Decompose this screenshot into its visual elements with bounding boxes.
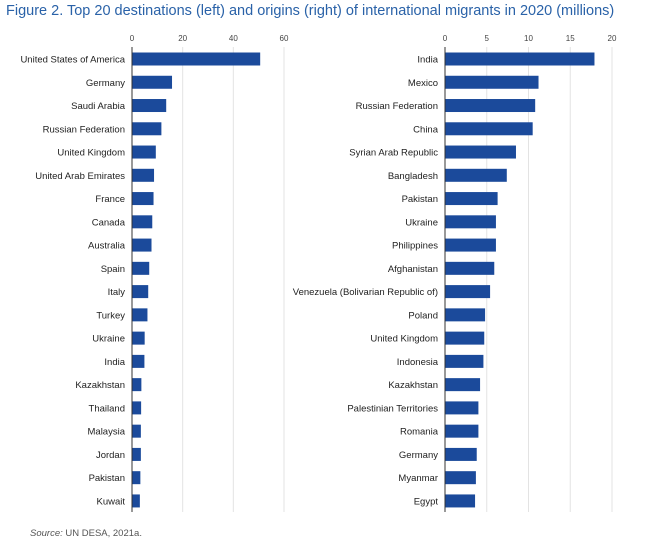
origins-bar <box>445 471 476 485</box>
origins-bar <box>445 424 479 438</box>
destinations-tick-label: 0 <box>130 34 135 43</box>
origins-bar <box>445 261 495 275</box>
origins-bar <box>445 99 536 113</box>
origins-category-label: Kazakhstan <box>388 380 438 391</box>
origins-bar <box>445 401 479 415</box>
origins-category-label: Bangladesh <box>388 171 438 182</box>
destinations-category-label: Malaysia <box>88 427 126 438</box>
origins-bar <box>445 354 484 368</box>
origins-bar <box>445 168 507 182</box>
origins-tick-label: 5 <box>485 34 490 43</box>
origins-bar <box>445 238 496 252</box>
origins-category-label: Indonesia <box>397 357 439 368</box>
destinations-category-label: Pakistan <box>89 473 125 484</box>
origins-bar <box>445 75 539 89</box>
destinations-bar <box>132 308 148 322</box>
origins-tick-label: 10 <box>524 34 533 43</box>
destinations-bar <box>132 424 141 438</box>
destinations-category-label: Spain <box>101 264 125 275</box>
destinations-tick-label: 60 <box>280 34 289 43</box>
destinations-bar <box>132 471 141 485</box>
origins-bar <box>445 145 516 159</box>
destinations-tick-label: 20 <box>178 34 187 43</box>
destinations-category-label: Ukraine <box>92 334 125 345</box>
destinations-bar <box>132 52 261 66</box>
origins-category-label: China <box>413 124 439 135</box>
destinations-bar <box>132 99 167 113</box>
destinations-category-label: Jordan <box>96 450 125 461</box>
destinations-bar <box>132 75 173 89</box>
destinations-category-label: United Arab Emirates <box>35 171 125 182</box>
origins-category-label: Pakistan <box>402 194 438 205</box>
destinations-bar <box>132 215 153 229</box>
origins-category-label: Germany <box>399 450 438 461</box>
origins-bar <box>445 494 476 508</box>
origins-tick-label: 15 <box>566 34 575 43</box>
origins-category-label: Romania <box>400 427 439 438</box>
origins-category-label: Egypt <box>414 496 439 507</box>
source-note: Source: UN DESA, 2021a. <box>30 528 142 539</box>
destinations-category-label: United Kingdom <box>57 148 125 159</box>
origins-bar <box>445 447 477 461</box>
destinations-bar <box>132 145 156 159</box>
origins-category-label: Poland <box>408 310 438 321</box>
origins-category-label: Myanmar <box>398 473 438 484</box>
origins-category-label: Syrian Arab Republic <box>349 148 438 159</box>
origins-category-label: United Kingdom <box>370 334 438 345</box>
origins-bar <box>445 308 486 322</box>
destinations-category-label: United States of America <box>20 55 125 66</box>
destinations-bar <box>132 401 142 415</box>
destinations-bar <box>132 494 140 508</box>
destinations-category-label: Germany <box>86 78 125 89</box>
destinations-bar <box>132 285 149 299</box>
origins-tick-label: 20 <box>608 34 617 43</box>
destinations-category-label: Russian Federation <box>43 124 125 135</box>
origins-bar <box>445 122 533 136</box>
destinations-bar <box>132 378 142 392</box>
destinations-bar <box>132 192 154 206</box>
origins-bar <box>445 215 496 229</box>
destinations-bar <box>132 354 145 368</box>
destinations-bar <box>132 261 150 275</box>
destinations-category-label: Saudi Arabia <box>71 101 126 112</box>
destinations-bar <box>132 168 155 182</box>
destinations-bar <box>132 447 141 461</box>
origins-category-label: Mexico <box>408 78 438 89</box>
origins-category-label: India <box>417 55 438 66</box>
destinations-category-label: Turkey <box>96 310 125 321</box>
origins-category-label: Russian Federation <box>356 101 438 112</box>
destinations-category-label: Kuwait <box>96 496 125 507</box>
destinations-category-label: Thailand <box>89 403 125 414</box>
source-label: Source: <box>30 528 63 539</box>
destinations-category-label: Australia <box>88 241 126 252</box>
destinations-category-label: France <box>95 194 125 205</box>
origins-bar <box>445 192 498 206</box>
origins-category-label: Venezuela (Bolivarian Republic of) <box>293 287 438 298</box>
destinations-bar <box>132 238 152 252</box>
origins-category-label: Afghanistan <box>388 264 438 275</box>
source-text: UN DESA, 2021a. <box>65 528 142 539</box>
destinations-bar <box>132 331 145 345</box>
origins-bar <box>445 52 595 66</box>
origins-bar <box>445 331 485 345</box>
origins-tick-label: 0 <box>443 34 448 43</box>
origins-bar <box>445 378 481 392</box>
origins-category-label: Philippines <box>392 241 438 252</box>
destinations-category-label: Canada <box>92 217 126 228</box>
destinations-category-label: India <box>104 357 125 368</box>
destinations-bar <box>132 122 162 136</box>
origins-category-label: Ukraine <box>405 217 438 228</box>
destinations-category-label: Kazakhstan <box>75 380 125 391</box>
figure-title: Figure 2. Top 20 destinations (left) and… <box>6 3 615 19</box>
destinations-tick-label: 40 <box>229 34 238 43</box>
destinations-category-label: Italy <box>108 287 126 298</box>
origins-bar <box>445 285 491 299</box>
origins-category-label: Palestinian Territories <box>347 403 438 414</box>
